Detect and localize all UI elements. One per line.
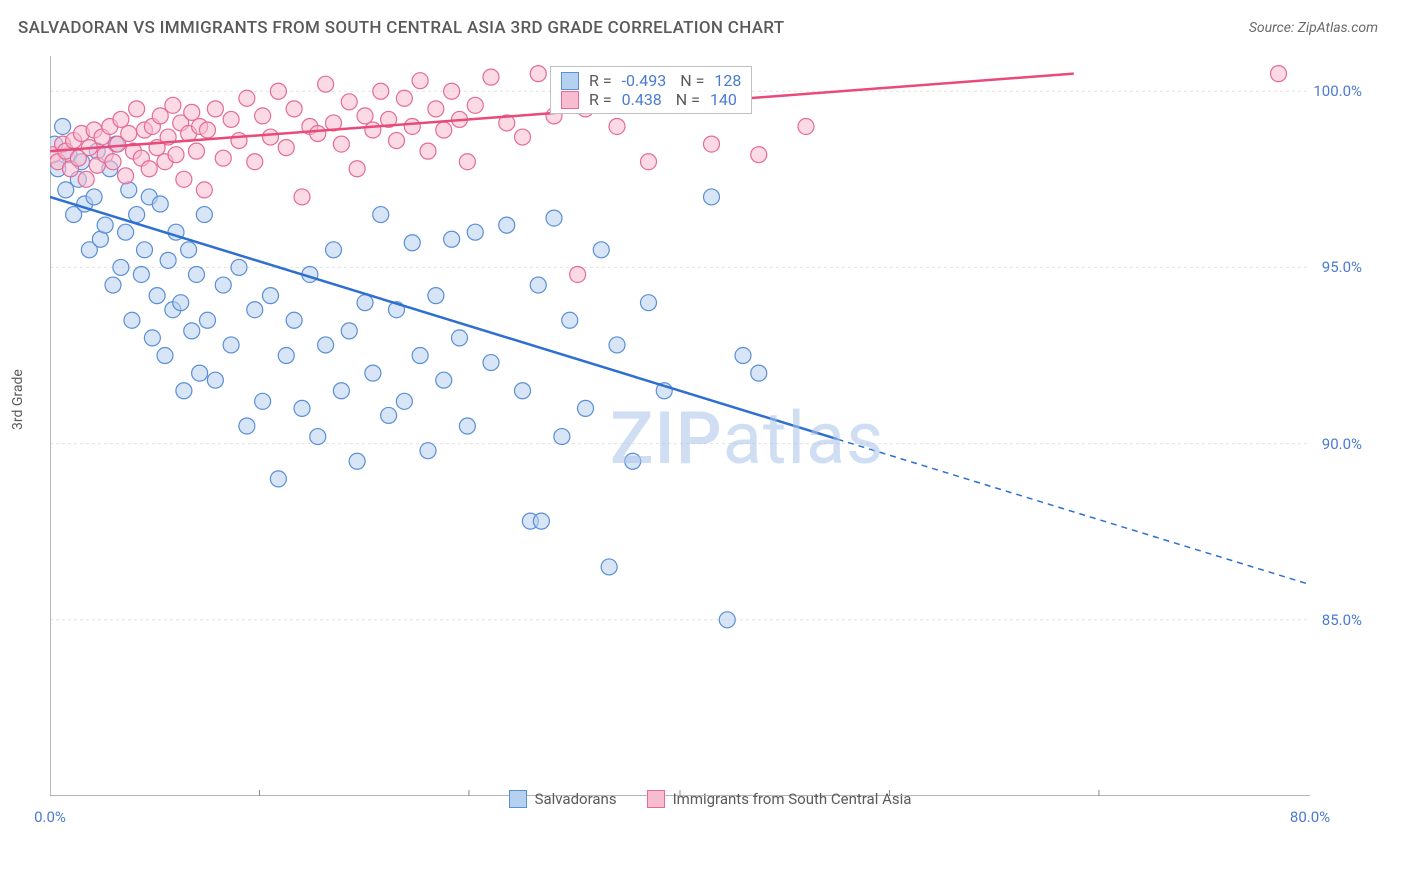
series-legend: Salvadorans Immigrants from South Central… [50,790,1370,808]
plot-area: 85.0%90.0%95.0%100.0% 0.0%80.0% ZIPatlas… [50,56,1370,816]
x-tick-label: 80.0% [1290,808,1330,826]
y-tick-label: 100.0% [1313,82,1362,100]
scatter-chart-svg [50,56,1310,796]
y-tick-label: 95.0% [1322,258,1362,276]
x-tick-label: 0.0% [34,808,66,826]
chart-title: SALVADORAN VS IMMIGRANTS FROM SOUTH CENT… [18,18,784,38]
correlation-row: R =0.438 N =140 [561,90,741,109]
chart-header: SALVADORAN VS IMMIGRANTS FROM SOUTH CENT… [0,0,1406,48]
legend-item: Immigrants from South Central Asia [647,790,912,808]
y-tick-label: 90.0% [1322,435,1362,453]
legend-item: Salvadorans [509,790,617,808]
correlation-legend-box: R =-0.493 N =128R =0.438 N =140 [550,66,752,114]
correlation-row: R =-0.493 N =128 [561,71,741,90]
y-axis-label: 3rd Grade [10,369,26,430]
y-tick-label: 85.0% [1322,611,1362,629]
source-attribution: Source: ZipAtlas.com [1249,20,1378,36]
